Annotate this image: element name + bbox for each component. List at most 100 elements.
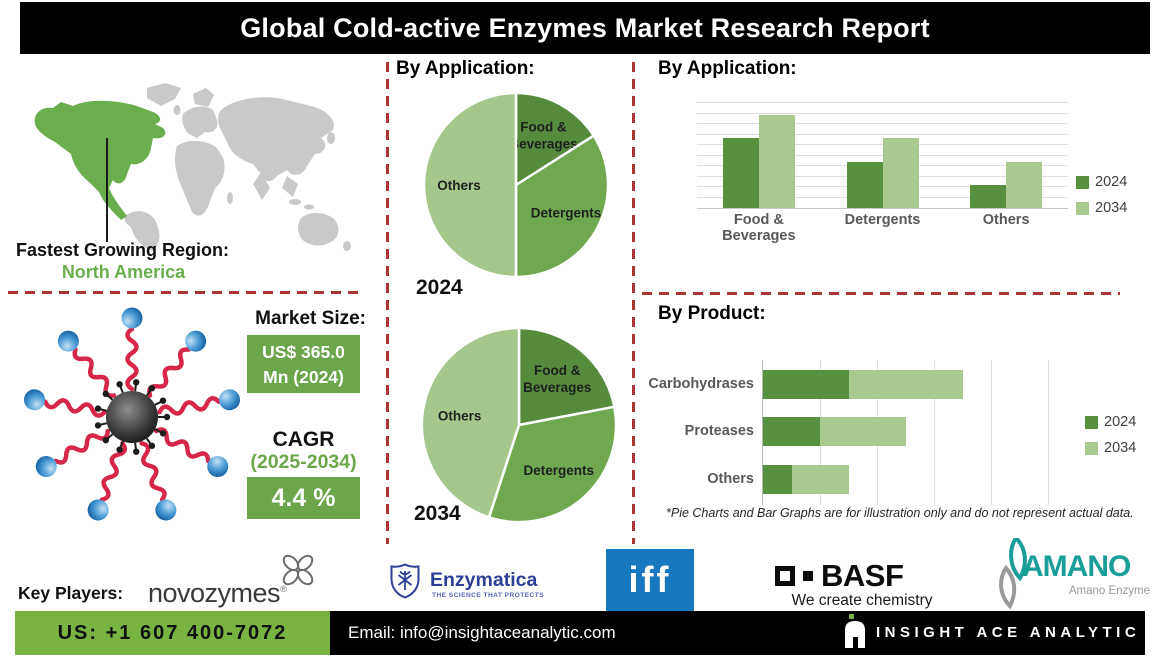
segment-2034-proteases <box>820 417 906 446</box>
divider-horizontal-right <box>642 292 1120 295</box>
pie-slice-others <box>420 326 521 519</box>
fastest-growing-region-value: North America <box>61 262 186 282</box>
gridline <box>697 133 1068 135</box>
gridline <box>1048 360 1049 505</box>
gridline <box>991 360 992 505</box>
map-scandinavia <box>193 88 214 107</box>
logo-novozymes: novozymes® <box>148 578 287 609</box>
key-players-label: Key Players: <box>18 583 124 603</box>
pie-slice-detergents <box>514 133 610 279</box>
application-bar-categories: Food & Beverages Detergents Others <box>697 212 1068 244</box>
gridline <box>934 360 935 505</box>
divider-vertical-left <box>386 62 389 544</box>
product-legend-swatch-2024 <box>1085 415 1098 429</box>
product-bar-plot <box>762 360 1089 505</box>
novozymes-reg-mark: ® <box>280 584 287 594</box>
segment-2024-carbohydrases <box>763 370 849 399</box>
cagr-period: (2025-2034) <box>250 451 357 473</box>
category-label: Others <box>707 471 754 487</box>
legend-swatch-2034 <box>1076 201 1089 215</box>
amano-tagline: Amano Enzyme <box>1068 585 1150 597</box>
divider-vertical-right <box>632 62 635 544</box>
map-indonesia-2 <box>304 204 314 210</box>
amano-leaves-icon <box>999 538 1027 610</box>
map-australia <box>298 212 339 246</box>
market-size-value-box: US$ 365.0 Mn (2024) <box>247 335 360 393</box>
gridline <box>697 123 1068 124</box>
logo-iff: iff <box>606 549 694 611</box>
world-map <box>34 83 351 251</box>
bar-2024-detergents <box>846 161 883 208</box>
insight-ace-logo-icon <box>845 614 865 648</box>
map-new-zealand <box>343 241 351 251</box>
legend-label-2024: 2024 <box>1095 174 1128 190</box>
bar-2024-food---beverages <box>722 137 759 208</box>
category-label: Proteases <box>684 423 754 439</box>
enzymatica-tagline: THE SCIENCE THAT PROTECTS <box>432 592 545 599</box>
pie-2024-title: 2024 <box>416 276 463 299</box>
application-bar-heading: By Application: <box>658 58 797 79</box>
gridline <box>697 112 1068 114</box>
product-legend-label-2034: 2034 <box>1104 440 1137 456</box>
map-asia <box>218 97 334 182</box>
pie-slice-food-&-beverages <box>517 326 616 427</box>
map-madagascar <box>227 192 233 204</box>
segment-2034-others <box>791 465 849 494</box>
map-north-america-highlight <box>34 100 166 220</box>
pie-slice-label: Beverages <box>523 380 591 395</box>
virus-spikes <box>94 379 171 455</box>
basf-wordmark: BASF <box>821 558 904 593</box>
logo-amano: AMANO <box>1022 550 1131 583</box>
novozymes-clover-icon <box>282 554 314 586</box>
pie-slice-label: Others <box>438 409 482 424</box>
map-indonesia <box>289 199 301 205</box>
fastest-growing-region-label: Fastest Growing Region: <box>16 240 230 260</box>
market-size-value-line2: Mn (2024) <box>263 367 344 388</box>
pie-slice-label: Others <box>437 178 481 193</box>
cagr-value-box: 4.4 % <box>247 477 360 519</box>
product-bar-heading: By Product: <box>658 303 766 324</box>
virus-core <box>106 391 158 443</box>
pie-slice-label: Food & <box>520 120 567 135</box>
segment-2024-proteases <box>763 417 820 446</box>
logo-enzymatica: Enzymatica <box>430 569 538 591</box>
pie-slice-others <box>422 91 518 279</box>
map-europe <box>182 106 218 138</box>
map-africa <box>175 140 225 216</box>
product-legend-item-2024: 2024 <box>1085 414 1136 430</box>
product-legend-label-2024: 2024 <box>1104 414 1137 430</box>
map-callout-line <box>106 138 108 242</box>
map-uk <box>173 105 181 115</box>
insight-ace-brand: INSIGHT ACE ANALYTIC <box>876 624 1141 641</box>
legend-swatch-2024 <box>1076 175 1089 189</box>
map-greenland <box>147 83 181 106</box>
category-label: Food & Beverages <box>722 212 796 244</box>
footer-phone: US: +1 607 400-7072 <box>15 611 330 655</box>
enzymatica-shield-icon <box>390 563 420 599</box>
market-size-value-line1: US$ 365.0 <box>262 342 345 362</box>
chart-disclaimer: *Pie Charts and Bar Graphs are for illus… <box>666 506 1134 520</box>
legend-item-2034: 2034 <box>1076 200 1127 216</box>
product-legend-item-2034: 2034 <box>1085 440 1136 456</box>
pie-slice-label: Detergents <box>524 463 595 478</box>
pie-2034-title: 2034 <box>414 502 461 525</box>
pie-slice-label: Beverages <box>509 137 577 152</box>
page-title: Global Cold-active Enzymes Market Resear… <box>20 2 1150 54</box>
category-label: Detergents <box>844 212 921 228</box>
pie-slice-label: Detergents <box>531 206 602 221</box>
bar-2034-food---beverages <box>758 114 795 208</box>
basf-filled-square-icon <box>803 571 813 581</box>
bar-2024-others <box>970 184 1007 208</box>
bar-2034-others <box>1006 161 1043 208</box>
application-bar-plot <box>697 102 1068 209</box>
market-size-label: Market Size: <box>255 308 366 329</box>
pie-section-heading: By Application: <box>396 58 535 79</box>
pie-chart-2024: Food & Beverages Detergents Others <box>422 91 610 279</box>
product-legend-swatch-2034 <box>1085 441 1098 455</box>
pie-chart-2034: Food & Beverages Detergents Others <box>420 326 618 524</box>
footer-email: Email: info@insightaceanalytic.com <box>348 623 616 642</box>
legend-item-2024: 2024 <box>1076 174 1127 190</box>
map-japan <box>327 132 335 144</box>
bar-2034-detergents <box>882 137 919 208</box>
